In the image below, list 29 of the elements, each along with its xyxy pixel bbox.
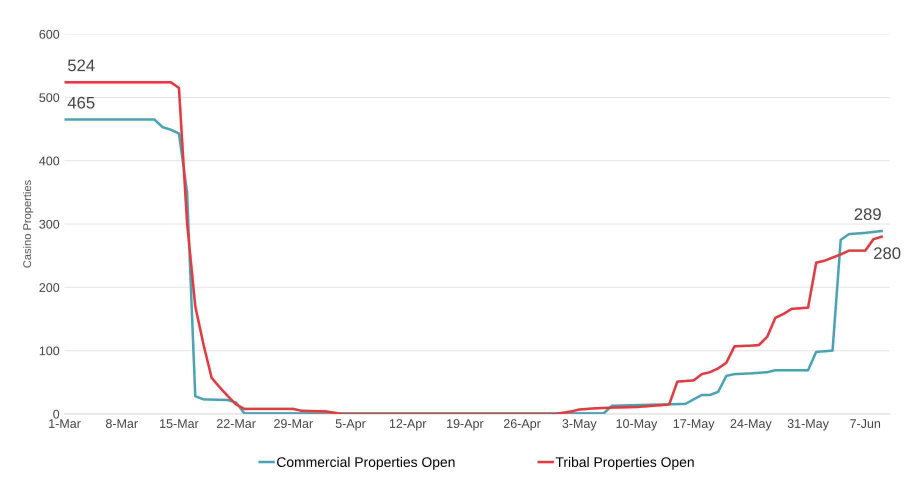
y-tick-label: 200 [39,283,60,292]
x-tick-label: 31-May [788,419,829,430]
x-tick-label: 19-Apr [447,419,484,430]
x-tick-label: 10-May [616,419,658,430]
x-tick-label: 15-Mar [160,419,199,428]
y-tick-label: 400 [39,156,60,166]
annotation: 289 [854,208,881,220]
x-tick-label: 3-May [562,419,597,430]
y-tick-label: 100 [40,346,60,356]
y-tick-label: 500 [39,93,60,102]
y-tick-label: 600 [39,30,60,39]
x-tick-label: 17-May [674,419,714,430]
y-tick-label: 0 [53,410,60,419]
y-tick-label: 300 [39,220,60,229]
x-tick-label: 22-Mar [216,419,256,428]
y-axis-title: Casino Properties [22,180,34,268]
x-tick-label: 7-Jun [850,419,880,428]
annotation: 524 [68,59,95,72]
x-tick-label: 24-May [730,419,772,430]
legend-label: Tribal Properties Open [556,456,694,470]
x-tick-label: 26-Apr [504,419,541,430]
annotation: 465 [68,96,94,109]
annotation: 280 [874,247,900,260]
x-tick-label: 5-Apr [336,419,366,430]
x-tick-label: 12-Apr [390,419,426,430]
x-tick-label: 8-Mar [106,419,138,428]
x-tick-label: 29-Mar [274,419,313,428]
x-tick-label: 1-Mar [49,419,81,428]
legend-label: Commercial Properties Open [277,456,455,470]
